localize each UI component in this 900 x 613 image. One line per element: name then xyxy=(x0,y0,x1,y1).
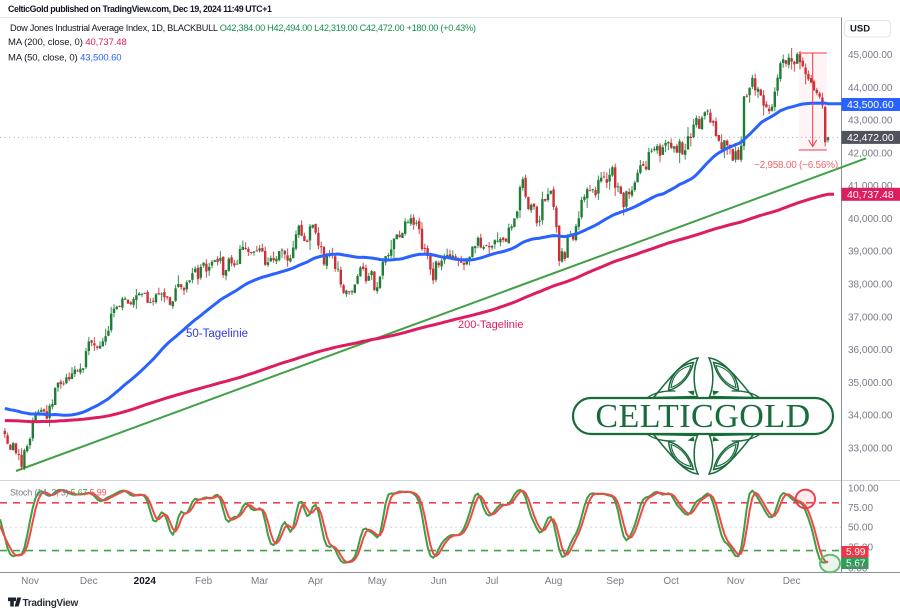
svg-text:Stoch (14, 3, 3) 5.67 5.99: Stoch (14, 3, 3) 5.67 5.99 xyxy=(10,488,107,498)
svg-text:34,000.00: 34,000.00 xyxy=(848,411,893,422)
svg-text:43,500.60: 43,500.60 xyxy=(847,99,894,111)
svg-text:Aug: Aug xyxy=(545,576,563,587)
svg-text:Jun: Jun xyxy=(431,576,447,587)
svg-text:Mar: Mar xyxy=(251,576,269,587)
svg-text:Apr: Apr xyxy=(308,576,324,587)
svg-text:Nov: Nov xyxy=(727,576,745,587)
svg-text:42,000.00: 42,000.00 xyxy=(848,148,893,159)
svg-text:Oct: Oct xyxy=(663,576,679,587)
svg-text:Nov: Nov xyxy=(21,576,39,587)
svg-text:38,000.00: 38,000.00 xyxy=(848,280,893,291)
svg-text:−2,958.00 (−6.56%) −21: −2,958.00 (−6.56%) −21 xyxy=(754,160,857,171)
svg-text:33,000.00: 33,000.00 xyxy=(848,443,893,454)
svg-text:5.67: 5.67 xyxy=(846,559,866,570)
svg-text:Dec: Dec xyxy=(80,576,98,587)
svg-text:39,000.00: 39,000.00 xyxy=(848,247,893,258)
svg-text:200-Tagelinie: 200-Tagelinie xyxy=(458,319,523,331)
svg-text:35,000.00: 35,000.00 xyxy=(848,378,893,389)
svg-text:36,000.00: 36,000.00 xyxy=(848,345,893,356)
svg-text:Feb: Feb xyxy=(195,576,213,587)
svg-text:Jul: Jul xyxy=(486,576,499,587)
svg-text:0.00: 0.00 xyxy=(848,564,868,575)
svg-text:CELTICGOLD: CELTICGOLD xyxy=(595,398,810,435)
svg-text:40,000.00: 40,000.00 xyxy=(848,214,893,225)
svg-text:100.00: 100.00 xyxy=(848,483,879,494)
svg-text:75.00: 75.00 xyxy=(848,503,873,514)
svg-text:MA (200, close, 0) 40,737.48: MA (200, close, 0) 40,737.48 xyxy=(8,37,127,48)
svg-text:42,472.00: 42,472.00 xyxy=(847,132,894,144)
svg-text:43,000.00: 43,000.00 xyxy=(848,116,893,127)
svg-text:40,737.48: 40,737.48 xyxy=(847,189,894,201)
svg-text:Sep: Sep xyxy=(606,576,624,587)
svg-text:TradingView: TradingView xyxy=(23,598,79,609)
svg-text:2024: 2024 xyxy=(134,576,157,587)
svg-text:41,000.00: 41,000.00 xyxy=(848,181,893,192)
svg-text:Dec: Dec xyxy=(783,576,801,587)
svg-text:5.99: 5.99 xyxy=(846,547,866,558)
svg-text:MA (50, close, 0) 43,500.60: MA (50, close, 0) 43,500.60 xyxy=(8,53,122,64)
svg-text:45,000.00: 45,000.00 xyxy=(848,50,893,61)
svg-text:May: May xyxy=(368,576,387,587)
svg-text:USD: USD xyxy=(850,24,870,35)
svg-text:CelticGold published on Tradin: CelticGold published on TradingView.com,… xyxy=(8,4,272,14)
svg-text:Dow Jones Industrial Average I: Dow Jones Industrial Average Index, 1D, … xyxy=(10,23,476,33)
svg-text:50.00: 50.00 xyxy=(848,523,873,534)
svg-text:37,000.00: 37,000.00 xyxy=(848,312,893,323)
svg-text:50-Tagelinie: 50-Tagelinie xyxy=(186,328,248,340)
svg-text:44,000.00: 44,000.00 xyxy=(848,83,893,94)
